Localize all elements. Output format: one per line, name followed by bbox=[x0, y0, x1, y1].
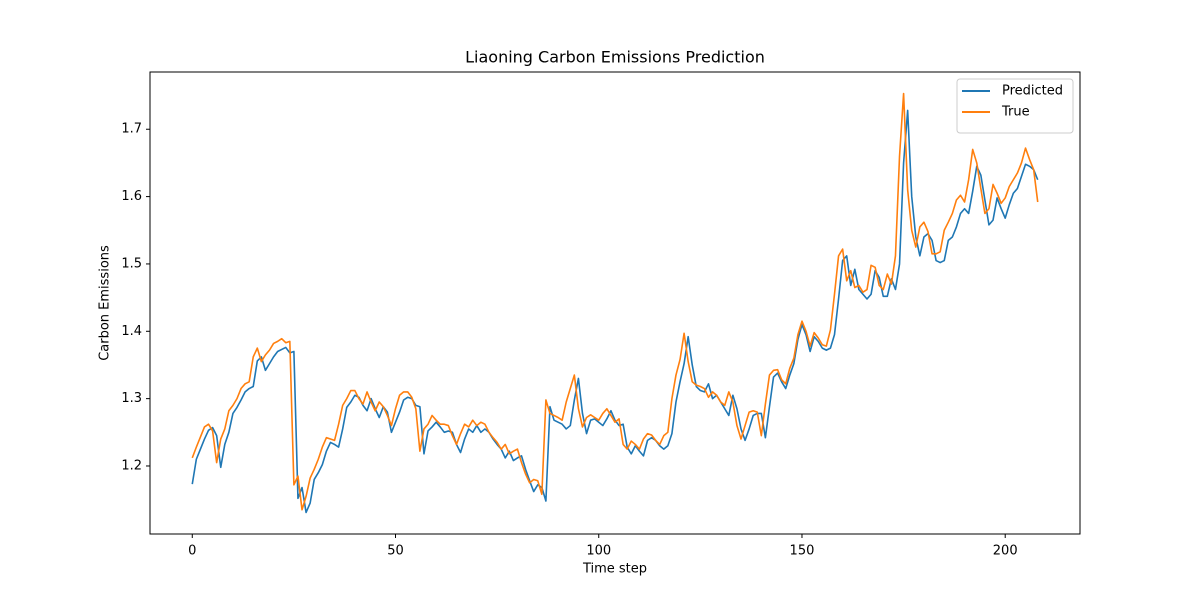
legend-label: Predicted bbox=[1002, 84, 1063, 99]
x-tick-label: 50 bbox=[387, 544, 404, 559]
x-axis-label: Time step bbox=[582, 562, 647, 577]
y-tick-label: 1.2 bbox=[121, 458, 142, 473]
legend-box bbox=[956, 78, 1074, 134]
x-tick-label: 100 bbox=[586, 544, 611, 559]
series-line bbox=[191, 92, 1039, 511]
y-tick-label: 1.6 bbox=[121, 189, 142, 204]
x-tick-label: 150 bbox=[790, 544, 815, 559]
legend-label: True bbox=[1001, 105, 1030, 120]
series-line bbox=[191, 109, 1039, 514]
y-axis-label: Carbon Emissions bbox=[98, 245, 113, 361]
y-tick-label: 1.5 bbox=[121, 256, 142, 271]
y-tick-label: 1.4 bbox=[121, 324, 142, 339]
plot-area bbox=[191, 92, 1039, 514]
x-tick-label: 200 bbox=[993, 544, 1018, 559]
chart-title: Liaoning Carbon Emissions Prediction bbox=[465, 48, 765, 67]
axes-frame bbox=[149, 71, 1081, 535]
x-tick-label: 0 bbox=[188, 544, 196, 559]
legend: Predicted True bbox=[956, 78, 1074, 134]
y-tick-label: 1.7 bbox=[121, 122, 142, 137]
y-tick-label: 1.3 bbox=[121, 391, 142, 406]
